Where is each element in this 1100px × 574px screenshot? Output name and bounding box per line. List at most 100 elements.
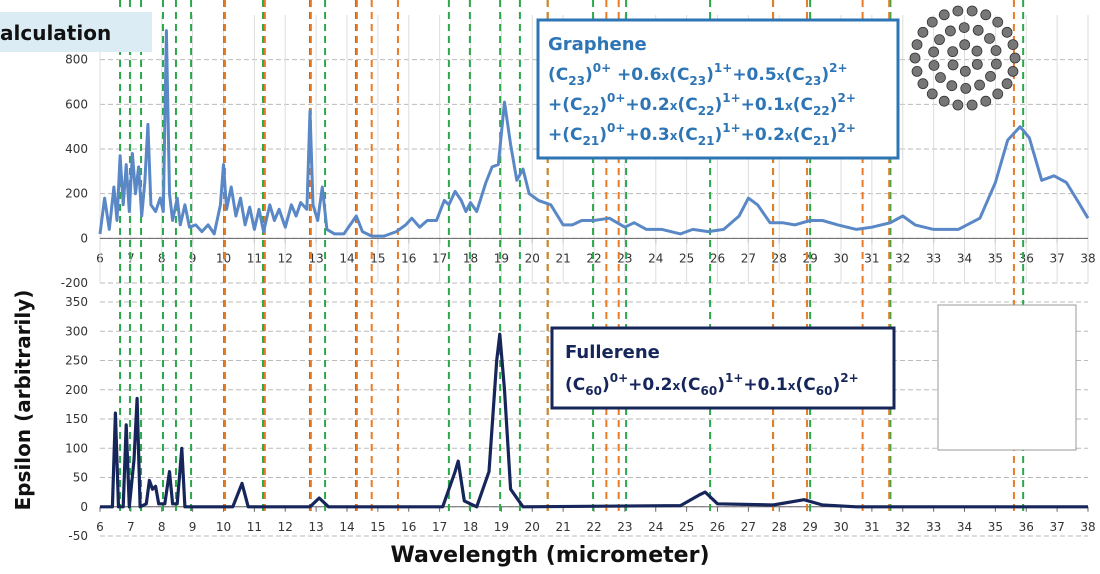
atom [938, 9, 950, 21]
atom [952, 5, 964, 17]
y-tick-label: 50 [73, 471, 88, 485]
formula-part: 1+ [722, 91, 740, 105]
x-tick-label: 32 [895, 520, 910, 534]
atom [959, 39, 971, 51]
atom [934, 34, 945, 46]
atom [926, 88, 938, 100]
atom [990, 45, 1002, 56]
y-tick-label: 150 [65, 412, 88, 426]
formula-part: 2+ [837, 121, 855, 135]
legend-box [536, 18, 900, 160]
atom [947, 46, 959, 58]
title-box [0, 12, 152, 52]
formula-part: x [670, 99, 678, 113]
atom [911, 65, 923, 77]
y-tick-label: -50 [68, 529, 88, 543]
atom [1001, 26, 1013, 38]
atom [966, 5, 978, 17]
formula-part: 1+ [714, 61, 732, 75]
formula-part: 2+ [829, 61, 847, 75]
atom [945, 25, 956, 37]
atom [917, 26, 929, 38]
formula-part: (C [784, 65, 804, 85]
data-line [100, 332, 1088, 509]
formula-part: (C [793, 125, 813, 145]
legend-title: Fullerene [565, 342, 660, 363]
atom [946, 80, 958, 92]
atom [959, 65, 971, 77]
formula-part: +0.2 [628, 375, 672, 395]
x-tick-label: 21 [555, 520, 570, 534]
formula-part: +0.3 [625, 125, 669, 145]
formula-part: x [670, 129, 678, 143]
formula-part: ) [706, 65, 714, 85]
formula-part: 0+ [607, 121, 625, 135]
mark-layer [98, 29, 1090, 509]
y-tick-label: 0 [80, 231, 88, 245]
atom [972, 24, 984, 36]
x-tick-label: 6 [96, 520, 104, 534]
formula-part: +0.1 [743, 375, 787, 395]
atom [938, 95, 950, 107]
formula-part: ) [714, 125, 722, 145]
atom [985, 70, 996, 82]
y-tick-label: 300 [65, 324, 88, 338]
x-tick-label: 13 [308, 520, 323, 534]
formula-part: 23 [568, 74, 585, 88]
formula-part: +0.1 [741, 95, 785, 115]
formula-part: (C [678, 125, 698, 145]
atom [1007, 39, 1019, 51]
atom [992, 16, 1004, 28]
x-tick-label: 24 [648, 520, 663, 534]
formula-part: (C [548, 65, 568, 85]
atom [971, 58, 983, 70]
formula-part: (C [793, 95, 813, 115]
atom [958, 22, 970, 34]
formula-part: +0.2 [625, 95, 669, 115]
atom [974, 79, 985, 91]
formula-part: x [788, 379, 796, 393]
x-tick-label: 25 [679, 520, 694, 534]
x-tick-label: 12 [278, 520, 293, 534]
formula-part: ) [821, 65, 829, 85]
formula-part: +0.6 [611, 65, 661, 85]
atom [917, 78, 929, 90]
formula-part: ) [830, 95, 838, 115]
formula-part: ) [599, 125, 607, 145]
x-tick-label: 15 [370, 520, 385, 534]
formula-part: 22 [698, 104, 715, 118]
formula-part: 60 [701, 384, 718, 398]
formula-part: 22 [583, 104, 600, 118]
formula-part: x [785, 99, 793, 113]
formula-part: 1+ [725, 371, 743, 385]
formula-part: 0+ [593, 61, 611, 75]
x-tick-label: 20 [525, 520, 540, 534]
formula-part: +0.5 [732, 65, 776, 85]
y-tick-label: 0 [80, 500, 88, 514]
y-tick-label: 800 [65, 53, 88, 67]
formula-part: 23 [805, 74, 822, 88]
atom [980, 9, 992, 21]
x-tick-label: 7 [127, 520, 135, 534]
x-tick-label: 31 [864, 520, 879, 534]
x-tick-label: 18 [463, 520, 478, 534]
atom [947, 59, 959, 71]
data-line [98, 29, 1090, 238]
formula-part: x [777, 69, 785, 83]
formula: +(C21)0++0.3x(C21)1++0.2x(C21)2+ [548, 121, 856, 148]
atom [1001, 78, 1013, 90]
x-tick-label: 16 [401, 520, 416, 534]
formula-part: 21 [583, 134, 600, 148]
formula-part: (C [796, 375, 816, 395]
formula-part: ) [599, 95, 607, 115]
y-axis-label: Epsilon (arbitrarily) [11, 290, 35, 511]
formula-part: 60 [585, 384, 602, 398]
x-tick-label: 35 [988, 520, 1003, 534]
atom [1009, 52, 1021, 64]
atom [935, 72, 946, 83]
atom [992, 88, 1004, 100]
atom [966, 99, 978, 111]
x-tick-label: 8 [158, 520, 166, 534]
y-tick-label: 400 [65, 142, 88, 156]
